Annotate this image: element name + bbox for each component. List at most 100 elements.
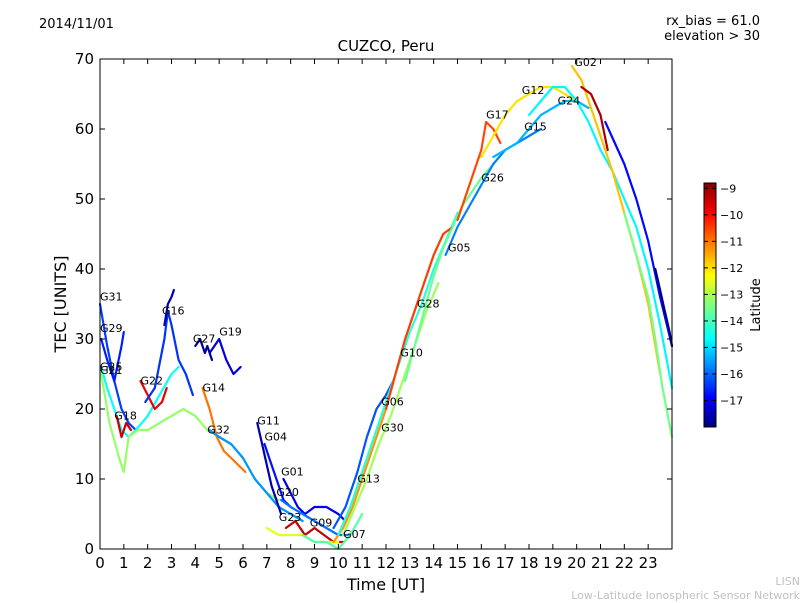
- series-line-g24: [527, 85, 674, 390]
- x-tick-label: 11: [353, 554, 372, 572]
- satellite-label: G24: [558, 95, 581, 108]
- colorbar: −9 −10 −11 −12 −13 −14 −15 −16 −17 Latitude: [703, 182, 764, 428]
- satellite-label: G26: [481, 172, 504, 185]
- series-line-g12: [480, 85, 578, 159]
- series-line-g16b: [163, 288, 175, 327]
- rx-bias-label: rx_bias = 61.0: [666, 14, 760, 29]
- footer-lisn: LISN: [775, 575, 800, 588]
- y-axis: 0 10 20 30 40 50 60 70: [75, 50, 672, 558]
- colorbar-label: Latitude: [749, 278, 764, 332]
- satellite-label: G02: [574, 56, 597, 69]
- series-line-g29: [100, 330, 125, 383]
- series-line-g14: [201, 386, 247, 474]
- chart-title: CUZCO, Peru: [337, 37, 435, 55]
- satellite-label: G12: [522, 84, 545, 97]
- x-tick-label: 4: [191, 554, 201, 572]
- footer: LISN Low-Latitude Ionospheric Sensor Net…: [571, 575, 800, 603]
- x-axis-label: Time [UT]: [346, 575, 425, 594]
- satellite-label: G01: [281, 466, 304, 479]
- x-tick-label: 20: [567, 554, 586, 572]
- x-tick-label: 13: [400, 554, 419, 572]
- x-axis: 0 1 2 3 4 5 6 7 8 9 10 11 12 13 14 15 16 17 18 19 20 21 22 23: [95, 59, 658, 572]
- satellite-label: G14: [203, 382, 226, 395]
- x-tick-label: 21: [591, 554, 610, 572]
- x-tick-label: 7: [262, 554, 272, 572]
- series-line-g17: [456, 120, 502, 222]
- series-line-g11: [256, 421, 283, 516]
- colorbar-tick-label: −9: [720, 182, 736, 195]
- satellite-label: G19: [219, 326, 242, 339]
- x-tick-label: 1: [119, 554, 129, 572]
- series-line-g21b: [623, 211, 674, 439]
- y-tick-label: 0: [84, 540, 94, 558]
- series-line-g16: [144, 309, 194, 404]
- footer-network-name: Low-Latitude Ionospheric Sensor Network: [571, 589, 800, 602]
- series-line-g31: [98, 302, 137, 432]
- satellite-label: G13: [357, 473, 380, 486]
- satellite-label: G21: [100, 364, 123, 377]
- satellite-label: G16: [162, 305, 185, 318]
- x-tick-label: 19: [543, 554, 562, 572]
- satellite-label: G09: [310, 517, 333, 530]
- satellite-label: G25: [100, 361, 123, 374]
- colorbar-tick-label: −13: [720, 288, 743, 301]
- y-tick-label: 30: [75, 330, 94, 348]
- colorbar-tick-label: −10: [720, 209, 743, 222]
- series-line-g10b: [654, 267, 674, 348]
- series-line-g07: [301, 512, 364, 551]
- series-line-g30: [342, 281, 440, 537]
- satellite-label: G23: [279, 511, 302, 524]
- x-tick-label: 14: [424, 554, 443, 572]
- x-tick-label: 2: [143, 554, 153, 572]
- bias-info: rx_bias = 61.0 elevation > 30: [664, 14, 760, 44]
- satellite-label: G28: [417, 298, 440, 311]
- satellite-label: G30: [381, 421, 404, 434]
- satellite-label: G27: [193, 333, 216, 346]
- series-line-g13: [332, 407, 388, 544]
- x-tick-label: 23: [639, 554, 658, 572]
- x-tick-label: 18: [519, 554, 538, 572]
- series-line-g22: [139, 379, 168, 411]
- satellite-label: G15: [524, 120, 547, 133]
- x-tick-label: 12: [376, 554, 395, 572]
- plot-frame: [99, 58, 673, 550]
- x-tick-label: 10: [329, 554, 348, 572]
- satellite-label: G07: [343, 528, 366, 541]
- x-tick-label: 9: [310, 554, 320, 572]
- satellite-label: G04: [265, 431, 288, 444]
- series-line-g26: [444, 127, 543, 257]
- x-tick-label: 15: [448, 554, 467, 572]
- series-line-g04: [263, 442, 292, 509]
- y-axis-label: TEC [UNITS]: [51, 256, 70, 354]
- satellite-label: G10: [400, 347, 423, 360]
- colorbar-gradient: [703, 182, 717, 428]
- satellite-label: G31: [100, 291, 123, 304]
- y-tick-label: 60: [75, 120, 94, 138]
- x-tick-label: 0: [95, 554, 105, 572]
- satellite-label: G29: [100, 322, 123, 335]
- series-line-g05: [404, 162, 495, 383]
- y-tick-label: 70: [75, 50, 94, 68]
- date-label: 2014/11/01: [39, 17, 114, 32]
- x-tick-label: 3: [167, 554, 177, 572]
- colorbar-tick-label: −15: [720, 341, 743, 354]
- satellite-label: G11: [257, 414, 280, 427]
- colorbar-tick-label: −16: [720, 368, 743, 381]
- series-line-g01: [282, 477, 347, 523]
- series-line-g06: [332, 379, 395, 530]
- satellite-label: G32: [207, 424, 230, 437]
- series-line-g18: [115, 414, 133, 439]
- series-line-g02: [570, 64, 662, 376]
- series-line-g27: [194, 337, 214, 362]
- y-tick-label: 40: [75, 260, 94, 278]
- series-line-g15: [492, 99, 590, 159]
- series-line-g02r: [580, 85, 609, 152]
- x-tick-label: 16: [472, 554, 491, 572]
- satellite-label: G22: [141, 375, 164, 388]
- x-tick-label: 22: [615, 554, 634, 572]
- colorbar-tick-label: −11: [720, 235, 743, 248]
- x-tick-label: 8: [286, 554, 296, 572]
- series-line-g28: [384, 225, 454, 411]
